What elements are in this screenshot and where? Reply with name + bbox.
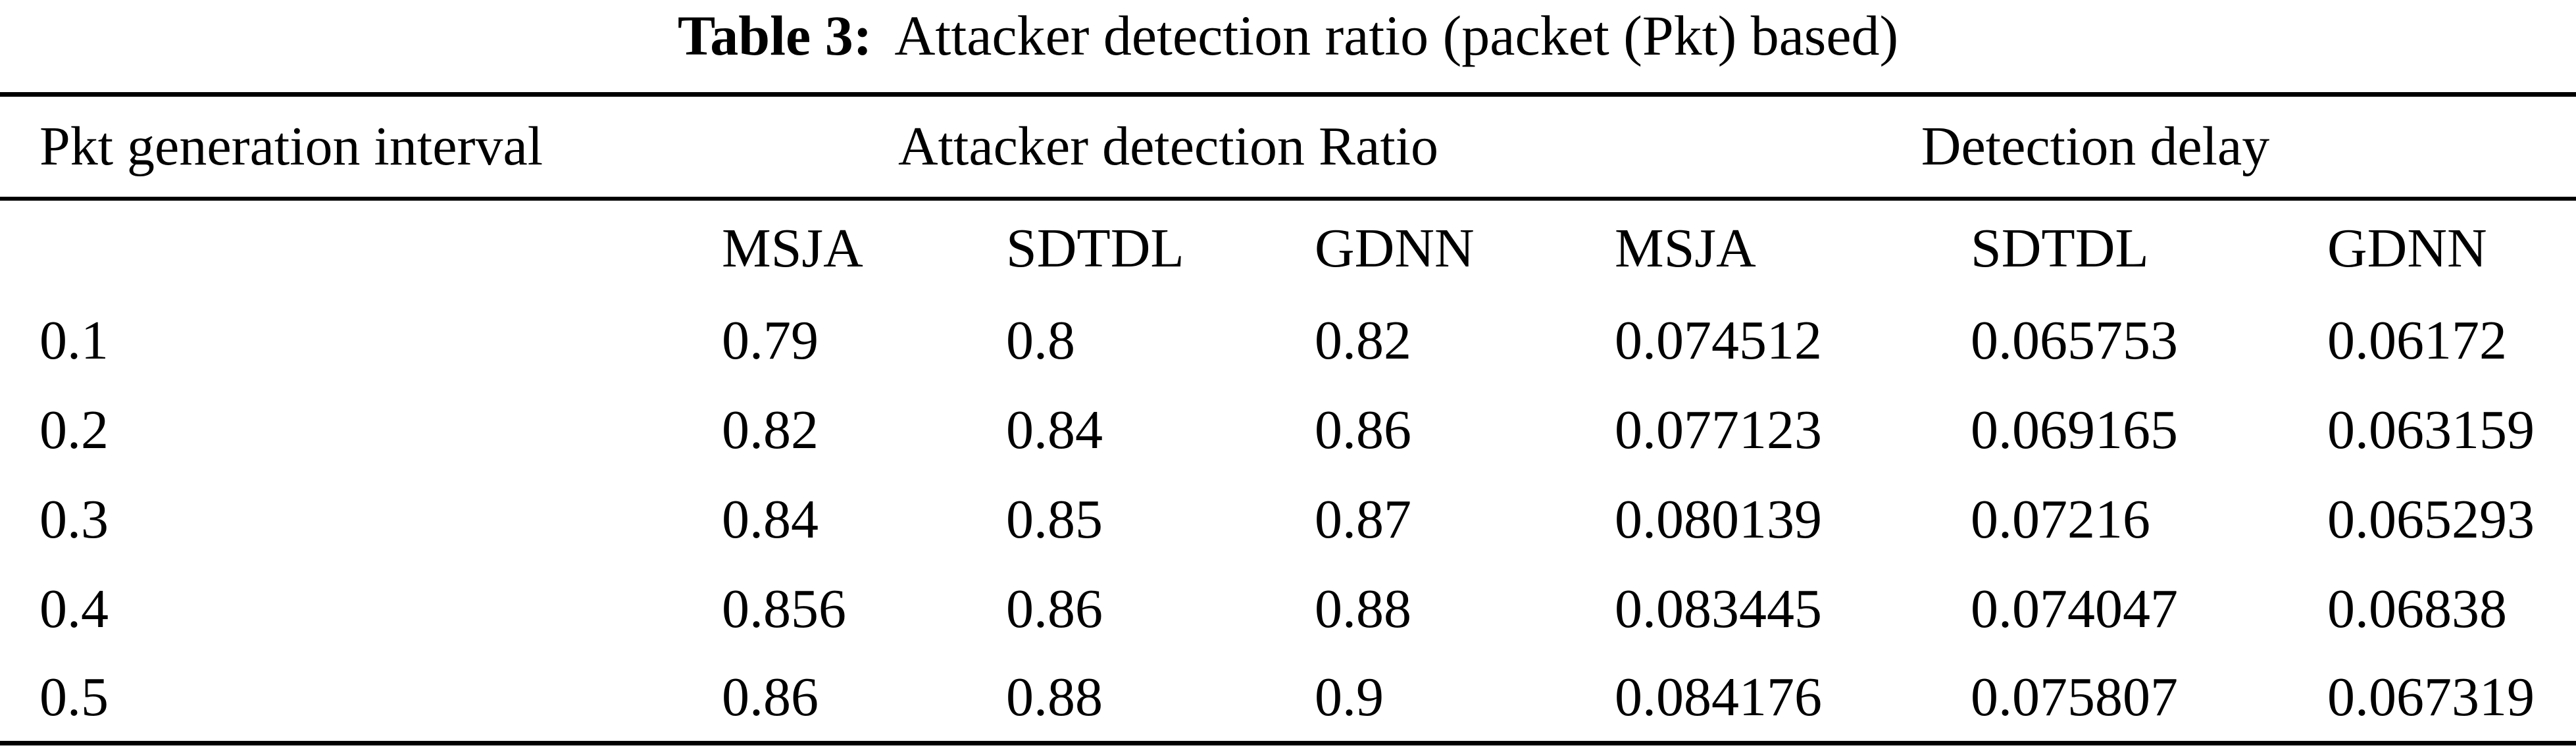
cell-value: 0.856 <box>722 578 846 640</box>
cell-interval: 0.4 <box>39 578 109 640</box>
cell-value: 0.88 <box>1006 667 1103 728</box>
table-row: 0.3 0.84 0.85 0.87 0.080139 0.07216 0.06… <box>0 475 2576 565</box>
cell-interval: 0.2 <box>39 399 109 461</box>
cell-value: 0.8 <box>1006 310 1075 371</box>
method-header-sdtdl-delay: SDTDL <box>1971 217 2149 279</box>
table-row: 0.2 0.82 0.84 0.86 0.077123 0.069165 0.0… <box>0 386 2576 475</box>
cell-value: 0.9 <box>1315 667 1384 728</box>
cell-value: 0.79 <box>722 310 819 371</box>
cell-value: 0.88 <box>1315 578 1411 640</box>
cell-value: 0.067319 <box>2327 667 2535 728</box>
cell-value: 0.065753 <box>1971 310 2178 371</box>
cell-value: 0.82 <box>722 399 819 461</box>
cell-value: 0.86 <box>1006 578 1103 640</box>
cell-value: 0.84 <box>1006 399 1103 461</box>
cell-value: 0.06838 <box>2327 578 2507 640</box>
cell-value: 0.84 <box>722 489 819 550</box>
cell-value: 0.084176 <box>1615 667 1822 728</box>
cell-value: 0.077123 <box>1615 399 1822 461</box>
method-header-sdtdl-ratio: SDTDL <box>1006 217 1184 279</box>
group-header-detection-ratio: Attacker detection Ratio <box>897 116 1438 178</box>
results-table: Pkt generation interval Attacker detecti… <box>0 92 2576 745</box>
method-header-msja-delay: MSJA <box>1615 217 1756 279</box>
method-header-gdnn-delay: GDNN <box>2327 217 2487 279</box>
group-header-row: Pkt generation interval Attacker detecti… <box>0 95 2576 199</box>
cell-interval: 0.1 <box>39 310 109 371</box>
method-header-row: MSJA SDTDL GDNN MSJA SDTDL GDNN <box>0 199 2576 296</box>
group-header-detection-delay: Detection delay <box>1921 116 2270 178</box>
cell-value: 0.074047 <box>1971 578 2178 640</box>
method-header-msja-ratio: MSJA <box>722 217 863 279</box>
method-header-empty <box>0 199 722 296</box>
table-caption-text: Attacker detection ratio (packet (Pkt) b… <box>894 4 1899 67</box>
cell-value: 0.083445 <box>1615 578 1822 640</box>
cell-interval: 0.3 <box>39 489 109 550</box>
cell-value: 0.82 <box>1315 310 1411 371</box>
cell-value: 0.080139 <box>1615 489 1822 550</box>
cell-value: 0.07216 <box>1971 489 2150 550</box>
cell-value: 0.075807 <box>1971 667 2178 728</box>
table-caption-label: Table 3: <box>677 4 872 67</box>
cell-value: 0.86 <box>722 667 819 728</box>
table-row: 0.5 0.86 0.88 0.9 0.084176 0.075807 0.06… <box>0 654 2576 743</box>
table-row: 0.1 0.79 0.8 0.82 0.074512 0.065753 0.06… <box>0 296 2576 386</box>
cell-value: 0.86 <box>1315 399 1411 461</box>
table-caption: Table 3: Attacker detection ratio (packet… <box>0 0 2576 72</box>
cell-value: 0.069165 <box>1971 399 2178 461</box>
cell-value: 0.063159 <box>2327 399 2535 461</box>
cell-value: 0.074512 <box>1615 310 1822 371</box>
column-header-pkt-interval: Pkt generation interval <box>39 116 543 178</box>
cell-value: 0.85 <box>1006 489 1103 550</box>
cell-value: 0.06172 <box>2327 310 2507 371</box>
cell-value: 0.065293 <box>2327 489 2535 550</box>
cell-value: 0.87 <box>1315 489 1411 550</box>
cell-interval: 0.5 <box>39 667 109 728</box>
table-row: 0.4 0.856 0.86 0.88 0.083445 0.074047 0.… <box>0 565 2576 654</box>
method-header-gdnn-ratio: GDNN <box>1315 217 1475 279</box>
